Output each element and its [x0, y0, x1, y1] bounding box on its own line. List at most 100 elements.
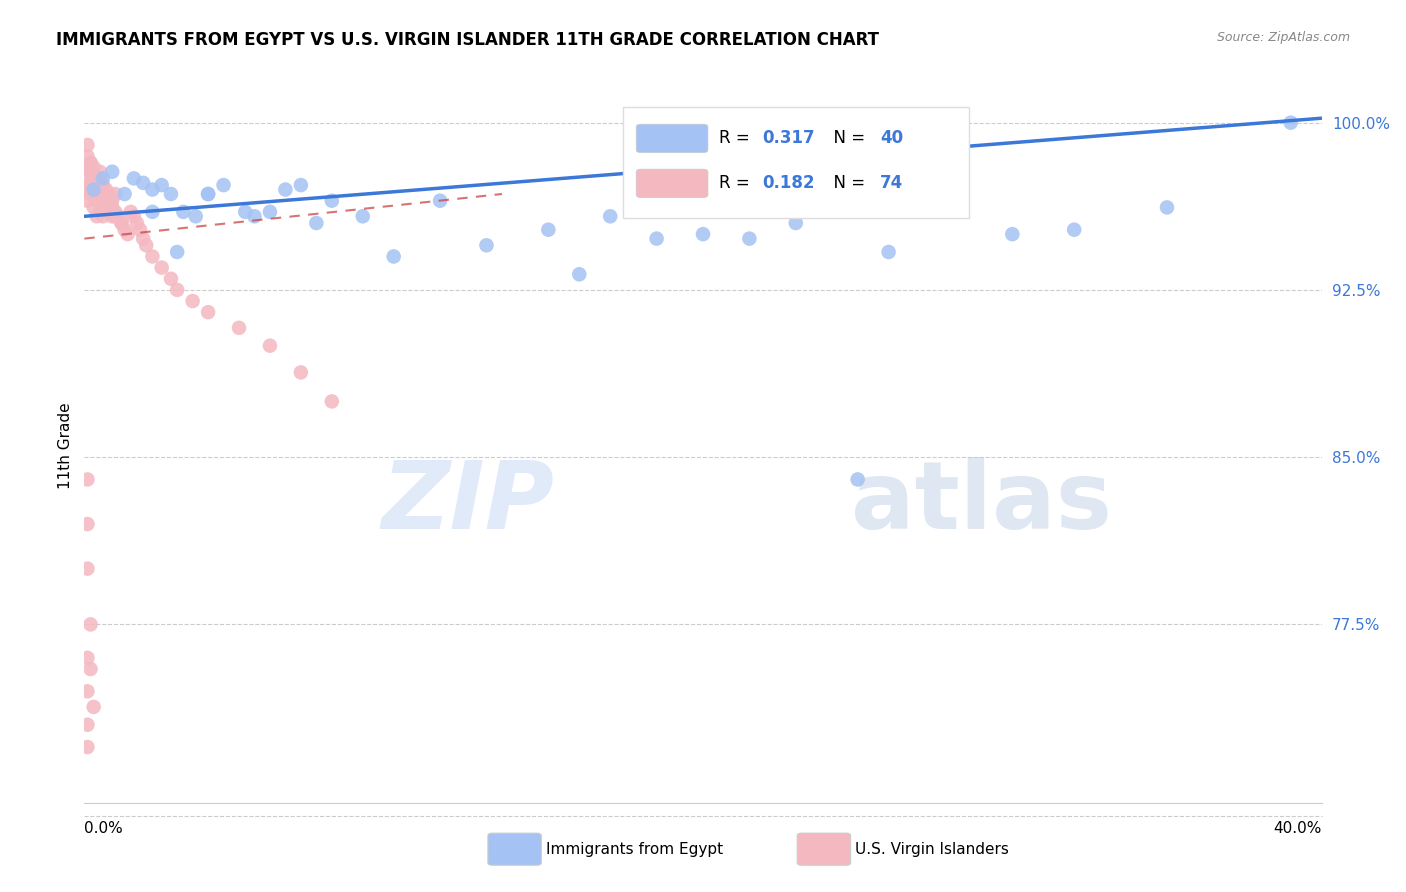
Point	[160, 271, 183, 285]
Point	[89, 164, 111, 178]
Point	[132, 231, 155, 245]
Point	[101, 164, 124, 178]
Point	[212, 178, 235, 192]
Text: 40.0%: 40.0%	[1274, 821, 1322, 836]
Point	[76, 137, 98, 152]
Text: IMMIGRANTS FROM EGYPT VS U.S. VIRGIN ISLANDER 11TH GRADE CORRELATION CHART: IMMIGRANTS FROM EGYPT VS U.S. VIRGIN ISL…	[56, 31, 879, 49]
Point	[83, 160, 105, 174]
Point	[94, 186, 117, 201]
Point	[107, 209, 129, 223]
Point	[305, 216, 328, 230]
Point	[228, 320, 250, 334]
Text: Source: ZipAtlas.com: Source: ZipAtlas.com	[1216, 31, 1350, 45]
Point	[101, 209, 124, 223]
Point	[785, 216, 807, 230]
Point	[83, 182, 105, 196]
Point	[290, 178, 312, 192]
Point	[83, 699, 105, 714]
Point	[83, 171, 105, 186]
Point	[568, 267, 591, 281]
Text: 0.182: 0.182	[762, 175, 815, 193]
Point	[91, 209, 114, 223]
Point	[79, 155, 101, 169]
Point	[86, 178, 108, 192]
Point	[166, 283, 188, 297]
Point	[79, 617, 101, 632]
Point	[1063, 222, 1085, 236]
Point	[76, 717, 98, 731]
Point	[104, 204, 127, 219]
Point	[259, 338, 281, 352]
Point	[89, 204, 111, 219]
Text: N =: N =	[823, 175, 870, 193]
Point	[172, 204, 194, 219]
Point	[86, 209, 108, 223]
Point	[160, 186, 183, 201]
Point	[692, 227, 714, 241]
Point	[76, 160, 98, 174]
Point	[76, 650, 98, 665]
Point	[141, 249, 163, 263]
Text: ZIP: ZIP	[381, 457, 554, 549]
Point	[76, 739, 98, 754]
Point	[91, 171, 114, 186]
Point	[352, 209, 374, 223]
Point	[83, 171, 105, 186]
Point	[98, 186, 121, 201]
Point	[141, 204, 163, 219]
Point	[166, 244, 188, 259]
Text: R =: R =	[718, 129, 755, 147]
Point	[846, 472, 869, 486]
Point	[321, 194, 343, 208]
Point	[150, 260, 173, 275]
Point	[114, 186, 136, 201]
Point	[89, 186, 111, 201]
Point	[197, 186, 219, 201]
Point	[76, 472, 98, 486]
Point	[86, 194, 108, 208]
Point	[101, 194, 124, 208]
Point	[141, 182, 163, 196]
FancyBboxPatch shape	[623, 107, 969, 218]
Point	[150, 178, 173, 192]
Point	[129, 222, 152, 236]
Point	[645, 231, 668, 245]
Point	[117, 227, 139, 241]
Text: 0.317: 0.317	[762, 129, 815, 147]
Text: atlas: atlas	[852, 457, 1112, 549]
Point	[877, 244, 900, 259]
Point	[76, 182, 98, 196]
Point	[76, 149, 98, 163]
Point	[197, 186, 219, 201]
Point	[1279, 115, 1302, 129]
Point	[89, 171, 111, 186]
Point	[76, 684, 98, 698]
Point	[259, 204, 281, 219]
Text: 40: 40	[880, 129, 903, 147]
Point	[122, 171, 145, 186]
Point	[290, 365, 312, 379]
Text: Immigrants from Egypt: Immigrants from Egypt	[546, 842, 723, 856]
Point	[243, 209, 266, 223]
Point	[91, 182, 114, 196]
Point	[94, 200, 117, 214]
Point	[233, 204, 256, 219]
Point	[91, 178, 114, 192]
Point	[94, 182, 117, 196]
Point	[86, 182, 108, 196]
Point	[382, 249, 405, 263]
Point	[135, 238, 157, 252]
FancyBboxPatch shape	[636, 124, 709, 153]
Point	[76, 171, 98, 186]
Point	[76, 561, 98, 575]
Text: U.S. Virgin Islanders: U.S. Virgin Islanders	[855, 842, 1008, 856]
Point	[122, 209, 145, 223]
Point	[110, 216, 132, 230]
Point	[79, 186, 101, 201]
Point	[1156, 200, 1178, 214]
Point	[89, 178, 111, 192]
Text: 74: 74	[880, 175, 903, 193]
Point	[120, 204, 142, 219]
Point	[91, 194, 114, 208]
Point	[79, 164, 101, 178]
